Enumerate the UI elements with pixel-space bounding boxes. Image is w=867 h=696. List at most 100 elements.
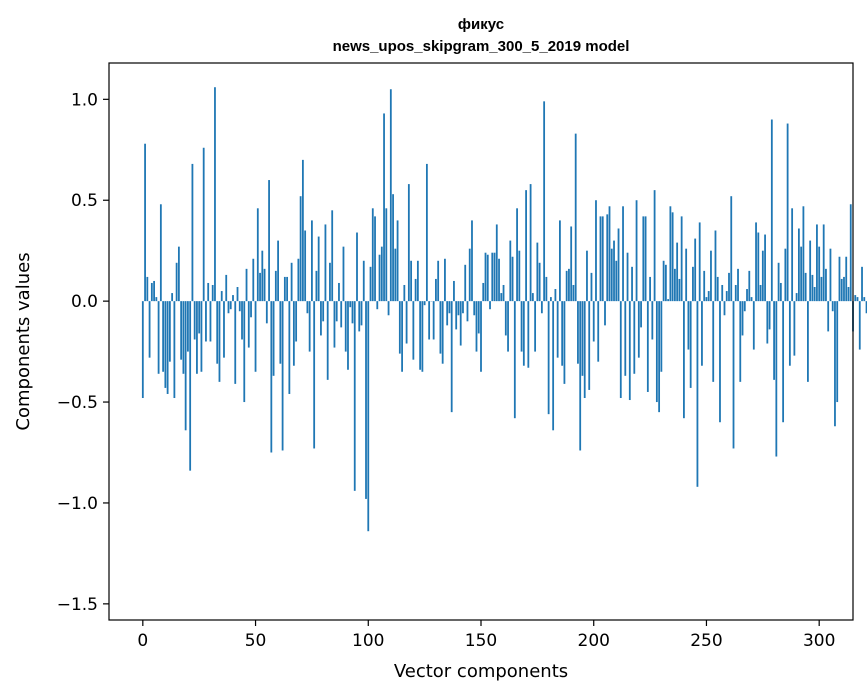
bar [482,282,485,302]
bar [840,278,843,302]
bar [701,301,703,366]
bar [187,301,189,352]
bar [511,256,514,302]
bar [304,230,307,302]
bar [148,301,151,358]
bar [446,301,449,326]
bar [644,216,647,302]
bar [464,264,467,302]
bar [531,293,534,302]
bar [254,301,257,372]
bar [441,301,444,364]
bar [200,301,203,372]
bar [667,299,670,302]
bar [331,210,334,302]
bar [728,272,730,302]
bar [308,301,311,352]
bar [338,282,340,302]
bar [243,301,246,403]
bar [556,301,559,358]
bar [374,216,376,302]
x-tick-label: 200 [578,631,610,651]
bar [635,200,638,302]
bar [387,301,390,316]
bar [836,301,839,403]
bar [283,276,286,302]
bar [759,284,762,302]
bar [716,276,719,302]
bar [615,260,618,302]
bar [153,280,155,302]
bar [263,268,266,302]
bar [703,270,706,302]
bar [196,301,198,374]
bar [779,282,782,302]
bar [439,301,442,354]
bar [696,301,699,487]
bar [795,293,798,302]
bar [205,301,207,342]
bar [577,301,579,364]
bar [655,301,658,403]
bar [405,301,408,344]
bar [606,214,609,302]
bar [315,270,318,302]
bar [608,206,611,302]
bar [401,301,403,372]
bar [486,254,489,302]
bar [353,301,356,491]
bar [495,224,498,302]
bar [247,301,250,348]
bar [360,301,363,326]
bar [150,282,153,302]
bar [299,196,302,302]
bar [480,301,482,372]
bar [166,301,169,394]
bar [698,222,701,302]
bar [416,260,419,302]
bar [157,301,160,374]
bar [250,301,252,318]
bar [193,301,196,340]
bar [651,301,654,340]
bar [281,301,284,451]
bar [574,133,577,302]
chart-title-word: фикус [458,16,504,33]
bar [389,89,392,302]
bar [435,278,437,302]
bar [268,180,270,302]
bar [462,301,464,314]
chart-title-model: news_upos_skipgram_300_5_2019 model [333,38,630,55]
bar [800,246,803,302]
bar [797,228,800,302]
bar [385,208,388,302]
bar [455,301,458,330]
bar [502,284,505,302]
bar [459,301,462,346]
bar [347,301,349,370]
bar [680,216,683,302]
bar [477,301,480,334]
bar [471,220,473,302]
bar [604,301,606,326]
bar [301,159,304,302]
bar [220,291,223,302]
bar [766,301,769,344]
bar [653,190,656,302]
bar [311,220,313,302]
bar [290,262,293,302]
bar [673,268,676,302]
bar [563,301,566,384]
bar [189,301,192,471]
bar [802,206,805,302]
bar [529,184,532,302]
bar [518,250,521,302]
bar [845,256,848,302]
bar [581,301,584,376]
bar [525,190,527,302]
bar [175,262,178,302]
bar [764,234,766,302]
bar [513,301,516,419]
bar [662,260,665,302]
bar [829,248,832,302]
